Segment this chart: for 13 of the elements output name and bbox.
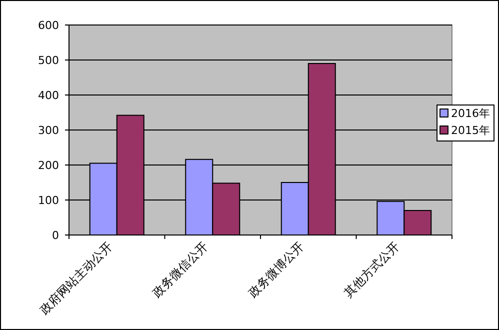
x-tick-label: 政务微信公开 (150, 239, 211, 300)
y-tick-label: 500 (38, 54, 59, 67)
x-tick-label: 政务微博公开 (246, 239, 306, 300)
y-tick-label: 300 (38, 124, 59, 137)
y-tick-label: 600 (38, 19, 59, 32)
legend-label: 2015年 (451, 124, 490, 137)
y-tick-label: 400 (38, 89, 59, 102)
y-tick-label: 100 (38, 194, 59, 207)
x-tick-label: 其他方式公开 (341, 239, 402, 300)
y-tick-label: 0 (52, 229, 59, 242)
legend-label: 2016年 (451, 107, 490, 120)
y-tick-label: 200 (38, 159, 59, 172)
x-tick-label: 政府网站主动公开 (37, 239, 115, 318)
